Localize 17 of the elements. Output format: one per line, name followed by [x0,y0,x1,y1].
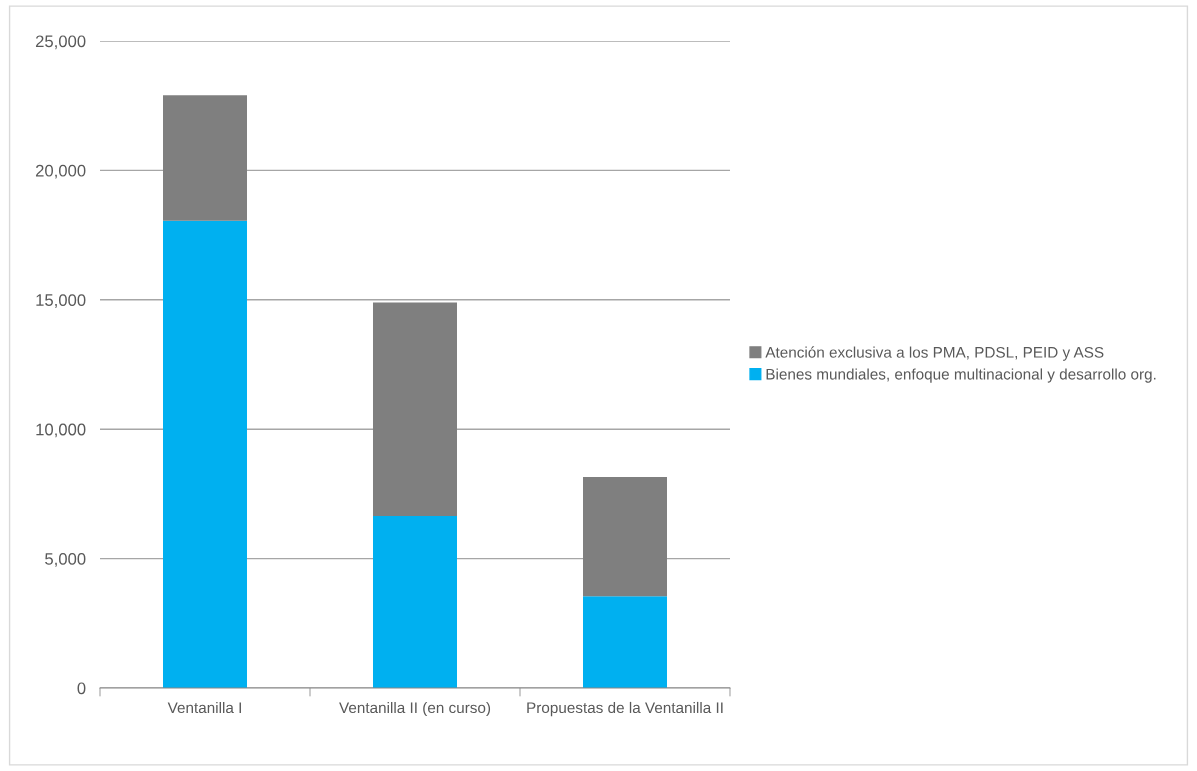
x-tick-label: Ventanilla II (en curso) [339,701,491,717]
bar [163,220,247,688]
y-tick-label: 15,000 [36,294,86,308]
y-tick-label: 25,000 [35,35,86,50]
bar [163,95,247,221]
x-tick-label: Propuestas de la Ventanilla II [527,701,723,717]
bar [583,477,667,597]
y-tick-label: 0 [77,682,86,695]
bar [373,515,457,688]
x-tick-label: Ventanilla I [167,701,241,714]
y-tick-label: 10,000 [36,423,86,438]
bar [583,596,667,688]
legend-label: Bienes mundiales, enfoque multinacional y desarrollo org. [766,368,1156,383]
bar [373,302,457,516]
legend-label: Atención exclusiva a los PMA, PDSL, PEID y ASS [765,346,1104,361]
y-tick-label: 5,000 [45,553,86,567]
y-tick-label: 20,000 [35,164,86,179]
